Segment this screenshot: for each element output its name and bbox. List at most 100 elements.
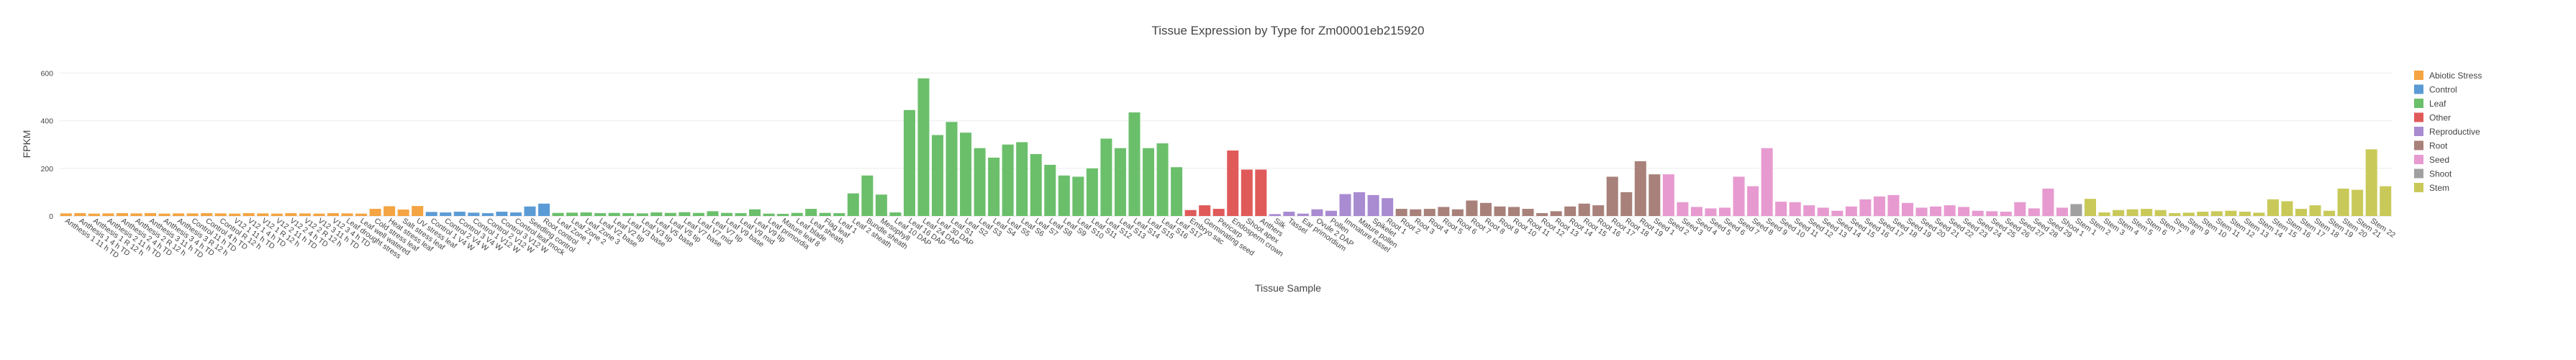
bar-abiotic-stress (88, 213, 100, 216)
bar-leaf (945, 122, 958, 216)
bar-abiotic-stress (257, 213, 269, 216)
bar-stem (2281, 201, 2293, 216)
bar-stem (2098, 212, 2110, 216)
bar-seed (1705, 208, 1717, 216)
bar-other (1212, 209, 1225, 216)
bar-stem (2309, 205, 2321, 216)
bar-control (538, 203, 550, 216)
bar-stem (2154, 210, 2167, 216)
bar-leaf (917, 78, 930, 216)
bar-root (1507, 207, 1520, 216)
bar-leaf (608, 212, 620, 216)
bar-abiotic-stress (173, 213, 185, 216)
bar-leaf (580, 212, 592, 216)
bar-leaf (875, 194, 887, 216)
bar-control (524, 206, 536, 216)
bar-control (481, 213, 494, 216)
legend-label: Root (2429, 141, 2448, 151)
bar-reproductive (1325, 210, 1338, 216)
bar-other (1227, 150, 1239, 216)
bar-root (1410, 209, 1422, 216)
bar-stem (2141, 209, 2153, 216)
bar-leaf (1156, 143, 1169, 216)
bar-seed (1986, 211, 1998, 216)
bar-abiotic-stress (355, 213, 368, 216)
legend-swatch (2414, 155, 2423, 164)
bar-abiotic-stress (369, 209, 381, 216)
bar-stem (2323, 210, 2336, 216)
bar-seed (1747, 186, 1759, 216)
bar-leaf (707, 211, 719, 216)
legend-swatch (2414, 71, 2423, 80)
bar-abiotic-stress (186, 213, 199, 216)
bar-root (1395, 209, 1407, 216)
bar-leaf (988, 157, 1000, 216)
y-tick-label: 600 (40, 70, 53, 78)
x-axis-title: Tissue Sample (1255, 282, 1321, 294)
bar-seed (1887, 194, 1900, 216)
bar-control (440, 212, 452, 216)
bar-leaf (552, 212, 564, 216)
bar-leaf (1002, 144, 1014, 216)
bar-seed (2042, 188, 2054, 216)
bar-stem (2253, 212, 2265, 216)
bar-reproductive (1339, 194, 1351, 216)
bar-leaf (664, 212, 676, 216)
legend-label: Reproductive (2429, 127, 2480, 137)
bar-seed (1859, 199, 1872, 216)
legend-label: Abiotic Stress (2429, 71, 2482, 81)
legend-swatch (2414, 127, 2423, 136)
bar-leaf (636, 213, 648, 216)
bar-stem (2239, 212, 2251, 216)
bar-seed (1690, 207, 1702, 216)
bar-abiotic-stress (60, 213, 72, 216)
bar-other (1255, 169, 1267, 216)
bar-stem (2084, 199, 2096, 216)
bar-leaf (960, 132, 972, 216)
bar-seed (2028, 208, 2040, 216)
bar-control (468, 212, 480, 216)
bar-abiotic-stress (384, 206, 396, 216)
legend-label: Leaf (2429, 99, 2446, 109)
bar-leaf (1143, 148, 1155, 216)
bar-leaf (1016, 142, 1028, 216)
bar-root (1479, 202, 1492, 216)
bar-leaf (1044, 164, 1056, 216)
bar-seed (1817, 207, 1829, 216)
bar-leaf (903, 109, 915, 216)
bar-stem (2210, 211, 2223, 216)
bar-other (1199, 205, 1211, 216)
chart-title: Tissue Expression by Type for Zm00001eb2… (1152, 24, 1425, 37)
bar-leaf (622, 213, 635, 216)
bar-root (1536, 213, 1548, 216)
bar-leaf (777, 214, 789, 216)
legend-swatch (2414, 99, 2423, 108)
legend-label: Control (2429, 85, 2457, 95)
bar-seed (1677, 202, 1689, 216)
bar-leaf (861, 175, 874, 216)
bar-reproductive (1269, 214, 1281, 216)
bar-root (1578, 203, 1590, 216)
bar-abiotic-stress (341, 213, 353, 216)
bar-leaf (594, 213, 607, 216)
y-tick-label: 200 (40, 165, 53, 174)
bar-leaf (889, 212, 902, 216)
bar-abiotic-stress (271, 213, 283, 216)
bar-seed (1901, 202, 1914, 216)
bar-root (1620, 192, 1633, 216)
bar-abiotic-stress (285, 213, 297, 216)
bar-leaf (1086, 168, 1098, 216)
bar-reproductive (1283, 212, 1295, 216)
bar-leaf (1058, 175, 1070, 216)
bar-root (1451, 209, 1464, 216)
bar-seed (1761, 148, 1773, 216)
bar-stem (2365, 149, 2377, 216)
bar-leaf (749, 209, 761, 216)
y-axis-ticks: 0 200 400 600 (40, 70, 53, 221)
legend-swatch (2414, 84, 2423, 94)
bar-abiotic-stress (116, 213, 128, 216)
bar-abiotic-stress (158, 213, 171, 216)
bar-root (1423, 209, 1436, 216)
bar-abiotic-stress (242, 213, 255, 216)
legend: Abiotic Stress Control Leaf Other Reproducti… (2414, 71, 2482, 193)
